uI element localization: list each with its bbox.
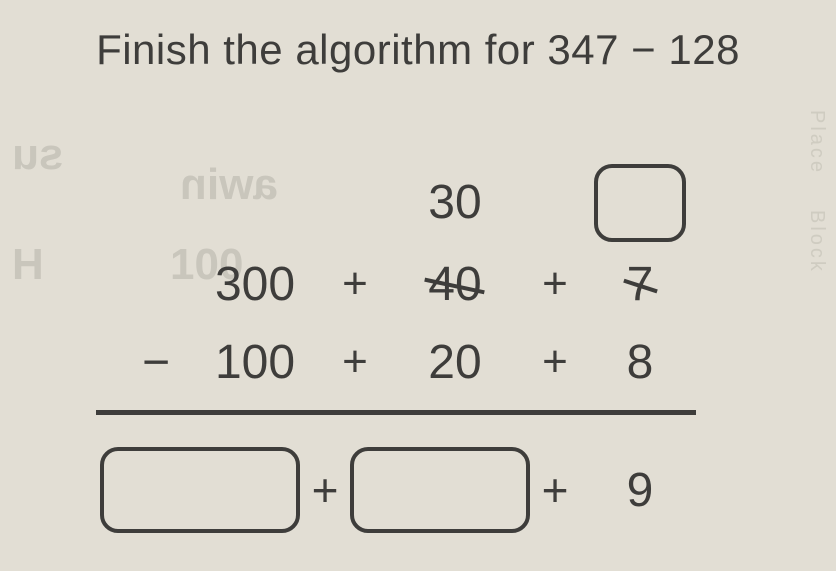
regroup-ones-box-wrap [580,164,700,242]
page-title: Finish the algorithm for 347 − 128 [40,26,796,74]
plus-op-2: + [530,259,580,309]
regroup-ones-box[interactable] [594,164,686,242]
equals-rule [96,410,696,415]
plus-op-6: + [530,463,580,517]
bleed-ghost-right1: Block [788,210,828,274]
plus-op-4: + [530,337,580,387]
bleed-ghost-left2: H [12,240,44,290]
answer-row: + + 9 [100,440,700,540]
subtrahend-hundreds: 100 [180,335,330,390]
subtrahend-ones: 8 [580,335,700,390]
bleed-ghost-right2: Place [788,110,828,175]
answer-ones: 9 [580,463,700,518]
minuend-row: 300 + 40 + 7 [120,245,760,323]
work-area: 30 300 + 40 + 7 [120,160,760,401]
regroup-row: 30 [120,160,760,245]
subtrahend-tens: 20 [380,335,530,390]
minuend-ones-struck: 7 [580,257,700,312]
minus-op: − [120,335,180,390]
plus-op-3: + [330,337,380,387]
minuend-hundreds: 300 [180,257,330,312]
answer-tens-box[interactable] [350,447,530,533]
subtrahend-row: − 100 + 20 + 8 [120,323,760,401]
answer-hundreds-box[interactable] [100,447,300,533]
minuend-tens-struck: 40 [380,257,530,312]
plus-op-5: + [300,463,350,517]
plus-op-1: + [330,259,380,309]
regroup-tens-value: 30 [380,175,530,230]
bleed-ghost-left1: su [12,130,63,180]
worksheet-page: Finish the algorithm for 347 − 128 awin … [0,0,836,571]
